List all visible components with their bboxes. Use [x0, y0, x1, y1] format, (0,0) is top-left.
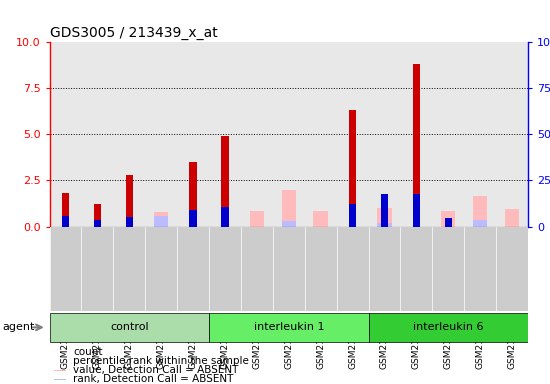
- Bar: [349, 204, 356, 227]
- Bar: [125, 217, 133, 227]
- Bar: [444, 218, 452, 227]
- FancyBboxPatch shape: [368, 313, 528, 342]
- Text: rank, Detection Call = ABSENT: rank, Detection Call = ABSENT: [74, 374, 234, 384]
- Bar: [189, 162, 197, 227]
- Bar: [154, 217, 168, 227]
- Bar: [314, 211, 328, 227]
- Bar: [221, 207, 229, 227]
- Bar: [221, 136, 229, 227]
- Bar: [377, 222, 392, 227]
- Text: value, Detection Call = ABSENT: value, Detection Call = ABSENT: [74, 365, 239, 375]
- Text: agent: agent: [3, 322, 35, 333]
- Bar: [94, 220, 101, 227]
- Text: percentile rank within the sample: percentile rank within the sample: [74, 356, 249, 366]
- Bar: [381, 194, 388, 227]
- Bar: [377, 208, 392, 227]
- Bar: [412, 65, 420, 227]
- Bar: [473, 220, 487, 227]
- Bar: [54, 379, 66, 380]
- Text: count: count: [74, 347, 103, 357]
- FancyBboxPatch shape: [50, 313, 209, 342]
- Bar: [62, 194, 69, 227]
- Text: GDS3005 / 213439_x_at: GDS3005 / 213439_x_at: [50, 26, 217, 40]
- Bar: [505, 209, 519, 227]
- Bar: [349, 111, 356, 227]
- Bar: [189, 210, 197, 227]
- Bar: [62, 217, 69, 227]
- Bar: [250, 211, 264, 227]
- Bar: [282, 190, 296, 227]
- Bar: [54, 370, 66, 371]
- Bar: [412, 194, 420, 227]
- Bar: [154, 212, 168, 227]
- Bar: [282, 222, 296, 227]
- Text: interleukin 6: interleukin 6: [413, 322, 483, 332]
- FancyBboxPatch shape: [209, 313, 368, 342]
- Bar: [441, 211, 455, 227]
- Bar: [54, 352, 66, 353]
- Bar: [94, 204, 101, 227]
- Bar: [125, 175, 133, 227]
- Text: control: control: [110, 322, 148, 332]
- Text: interleukin 1: interleukin 1: [254, 322, 324, 332]
- Bar: [473, 196, 487, 227]
